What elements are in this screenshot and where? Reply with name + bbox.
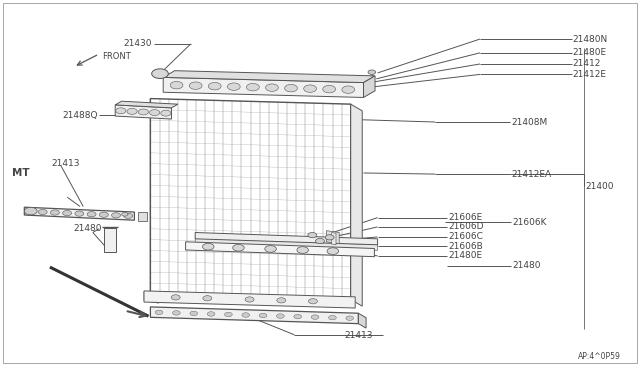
Text: 21480: 21480	[74, 224, 102, 233]
Circle shape	[242, 313, 250, 317]
Circle shape	[246, 83, 259, 91]
Polygon shape	[351, 104, 362, 306]
Circle shape	[294, 314, 301, 319]
Circle shape	[124, 213, 132, 218]
Circle shape	[325, 235, 334, 240]
Circle shape	[208, 83, 221, 90]
Circle shape	[127, 108, 137, 114]
Text: 21606D: 21606D	[448, 222, 483, 231]
Circle shape	[24, 208, 37, 215]
Polygon shape	[195, 238, 378, 250]
Polygon shape	[326, 231, 339, 244]
Circle shape	[297, 247, 308, 253]
Circle shape	[75, 211, 84, 216]
Circle shape	[26, 209, 35, 214]
Polygon shape	[24, 207, 134, 220]
Circle shape	[285, 84, 298, 92]
Circle shape	[327, 248, 339, 254]
Circle shape	[225, 312, 232, 317]
Text: 21412E: 21412E	[573, 70, 607, 79]
Circle shape	[233, 244, 244, 251]
Polygon shape	[138, 212, 147, 221]
Text: 21606C: 21606C	[448, 232, 483, 241]
Circle shape	[189, 82, 202, 89]
Text: 21480E: 21480E	[448, 251, 482, 260]
Text: FRONT: FRONT	[102, 52, 131, 61]
Text: 21606B: 21606B	[448, 242, 483, 251]
Circle shape	[156, 310, 163, 315]
Circle shape	[308, 232, 317, 238]
Circle shape	[38, 209, 47, 215]
Polygon shape	[150, 307, 358, 324]
Text: 21488Q: 21488Q	[63, 111, 98, 120]
Polygon shape	[144, 292, 159, 303]
Text: 21413: 21413	[51, 159, 80, 168]
Circle shape	[150, 110, 160, 116]
Polygon shape	[144, 291, 355, 308]
Polygon shape	[186, 242, 374, 257]
Circle shape	[207, 312, 215, 316]
Circle shape	[266, 84, 278, 92]
Circle shape	[276, 314, 284, 318]
Circle shape	[323, 86, 335, 93]
Polygon shape	[115, 101, 178, 108]
Circle shape	[227, 83, 240, 90]
Polygon shape	[104, 228, 116, 252]
Circle shape	[202, 243, 214, 250]
Text: 21606E: 21606E	[448, 213, 483, 222]
Circle shape	[245, 297, 254, 302]
Circle shape	[170, 81, 183, 89]
Text: 21430: 21430	[124, 39, 152, 48]
Circle shape	[122, 212, 128, 216]
Circle shape	[87, 212, 96, 217]
Text: 21412: 21412	[573, 60, 601, 68]
Circle shape	[328, 315, 336, 320]
Text: 21400: 21400	[586, 182, 614, 190]
Circle shape	[308, 299, 317, 304]
Polygon shape	[358, 313, 366, 328]
Polygon shape	[163, 77, 364, 97]
Circle shape	[51, 210, 60, 215]
Text: 21480: 21480	[512, 262, 541, 270]
Circle shape	[138, 109, 148, 115]
Circle shape	[342, 86, 355, 93]
Text: AP:4^0P59: AP:4^0P59	[578, 352, 621, 361]
Polygon shape	[115, 105, 172, 119]
Circle shape	[316, 238, 324, 244]
Text: 21480E: 21480E	[573, 48, 607, 57]
Circle shape	[346, 316, 353, 320]
Circle shape	[173, 311, 180, 315]
Circle shape	[304, 85, 317, 92]
Polygon shape	[364, 76, 375, 97]
Circle shape	[111, 213, 120, 218]
Circle shape	[311, 315, 319, 319]
Text: 21412EA: 21412EA	[511, 170, 552, 179]
Text: MT: MT	[12, 168, 29, 178]
Text: 21480N: 21480N	[573, 35, 608, 44]
Polygon shape	[163, 71, 375, 83]
Circle shape	[99, 212, 108, 217]
Text: 21408M: 21408M	[511, 118, 548, 126]
Polygon shape	[332, 232, 336, 245]
Circle shape	[190, 311, 198, 316]
Circle shape	[116, 108, 126, 114]
Circle shape	[161, 110, 171, 116]
Circle shape	[152, 69, 168, 78]
Circle shape	[265, 246, 276, 252]
Circle shape	[203, 296, 212, 301]
Circle shape	[368, 70, 376, 74]
Text: 21606K: 21606K	[512, 218, 547, 227]
Polygon shape	[195, 232, 378, 245]
Circle shape	[63, 211, 72, 216]
Circle shape	[259, 313, 267, 318]
Circle shape	[172, 295, 180, 300]
Text: 21413: 21413	[344, 331, 372, 340]
Circle shape	[276, 298, 286, 303]
